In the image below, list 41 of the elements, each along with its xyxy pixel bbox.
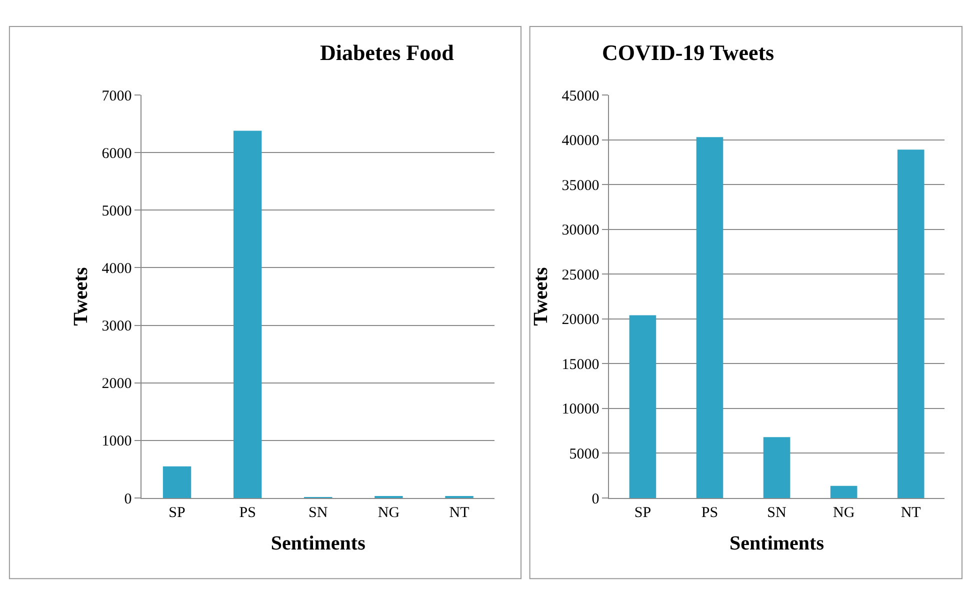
y-axis-title: Tweets bbox=[70, 267, 92, 326]
y-axis-title: Tweets bbox=[530, 267, 552, 326]
x-tick-label: SP bbox=[634, 505, 652, 521]
y-tick-label: 5000 bbox=[569, 446, 600, 462]
y-tick-label: 6000 bbox=[102, 146, 132, 162]
bar bbox=[233, 130, 262, 498]
y-tick-label: 0 bbox=[124, 491, 132, 508]
y-tick-label: 1000 bbox=[102, 434, 132, 450]
x-tick-label: NT bbox=[449, 505, 470, 521]
y-tick-label: 5000 bbox=[102, 203, 132, 220]
x-tick-label: PS bbox=[239, 505, 256, 521]
y-tick-label: 2000 bbox=[102, 376, 132, 392]
bar bbox=[763, 437, 790, 498]
x-tick-label: PS bbox=[701, 505, 718, 521]
x-tick-label: NG bbox=[378, 505, 400, 521]
bar bbox=[897, 150, 924, 498]
bar bbox=[162, 466, 192, 498]
x-axis-title: Sentiments bbox=[270, 532, 366, 554]
x-tick-label: SP bbox=[168, 505, 186, 521]
x-tick-label: NT bbox=[900, 505, 921, 521]
x-tick-label: SN bbox=[308, 505, 328, 521]
x-tick-label: SN bbox=[767, 505, 787, 521]
y-tick-label: 30000 bbox=[562, 222, 600, 239]
y-tick-label: 40000 bbox=[562, 133, 600, 150]
y-tick-label: 15000 bbox=[562, 356, 600, 373]
y-tick-label: 35000 bbox=[562, 178, 600, 194]
y-tick-label: 7000 bbox=[102, 88, 132, 104]
chart-title: Diabetes Food bbox=[320, 40, 454, 65]
y-tick-label: 25000 bbox=[562, 267, 600, 284]
chart-title: COVID-19 Tweets bbox=[602, 40, 775, 65]
y-tick-label: 10000 bbox=[562, 402, 600, 418]
y-tick-label: 3000 bbox=[102, 318, 132, 335]
bar bbox=[629, 315, 656, 498]
y-tick-label: 45000 bbox=[562, 88, 600, 104]
x-axis-title: Sentiments bbox=[730, 532, 824, 554]
y-tick-label: 20000 bbox=[562, 312, 600, 328]
x-tick-label: NG bbox=[832, 505, 855, 521]
bar bbox=[696, 137, 724, 498]
y-tick-label: 4000 bbox=[102, 260, 132, 277]
y-tick-label: 0 bbox=[592, 491, 600, 508]
bar bbox=[830, 486, 858, 498]
